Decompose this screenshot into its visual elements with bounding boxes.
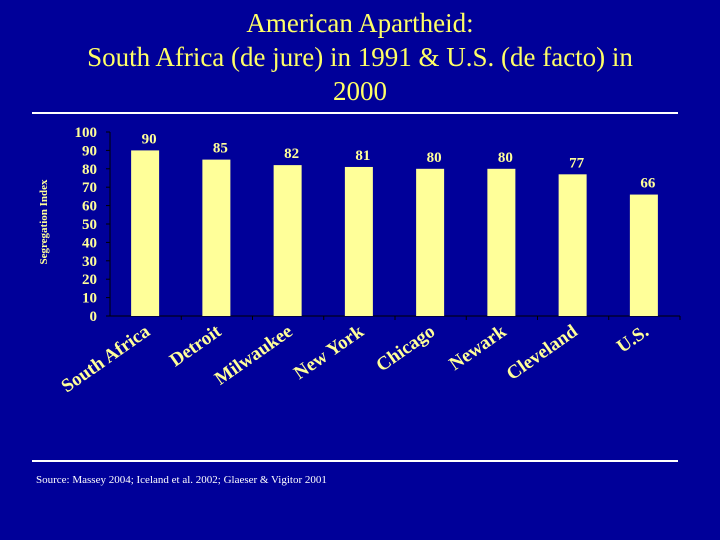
top-divider	[32, 112, 678, 114]
y-tick-label: 0	[90, 309, 98, 325]
data-label: 80	[427, 150, 442, 166]
category-label: Newark	[445, 321, 510, 375]
slide-title: American Apartheid: South Africa (de jur…	[0, 6, 720, 108]
y-tick-label: 10	[82, 291, 97, 307]
y-tick-label: 40	[82, 235, 97, 251]
data-label: 80	[498, 150, 513, 166]
data-label: 85	[213, 141, 228, 157]
bar-chart: Segregation Index 0 10 20 30 40 50 60 70 80 90 100…	[38, 125, 681, 398]
data-label: 82	[284, 146, 299, 162]
bar	[629, 194, 658, 316]
y-ticks: 0 10 20 30 40 50 60 70 80 90 100	[75, 125, 110, 325]
category-label: Milwaukee	[211, 321, 297, 390]
bar	[131, 150, 160, 316]
data-labels: 90 85 82 81 80 80 77 66	[142, 131, 656, 191]
bar	[558, 174, 587, 316]
y-tick-label: 50	[82, 217, 97, 233]
y-tick-label: 100	[75, 125, 98, 141]
axes	[109, 132, 681, 320]
data-label: 90	[142, 131, 157, 147]
category-label: Cleveland	[503, 321, 582, 385]
y-axis-label: Segregation Index	[38, 179, 50, 265]
y-tick-label: 90	[82, 143, 97, 159]
data-label: 77	[569, 155, 585, 171]
title-line-2: South Africa (de jure) in 1991 & U.S. (d…	[87, 42, 633, 72]
bars	[131, 150, 658, 316]
bottom-divider	[32, 460, 678, 462]
category-label: Detroit	[166, 321, 226, 372]
y-tick-label: 60	[82, 199, 97, 215]
bar	[344, 166, 373, 316]
category-label: U.S.	[613, 321, 653, 358]
category-label: Chicago	[372, 321, 439, 376]
category-label: South Africa	[58, 321, 155, 398]
y-tick-label: 70	[82, 180, 97, 196]
bar	[487, 168, 516, 316]
title-line-1: American Apartheid:	[246, 8, 474, 38]
bar	[202, 159, 231, 316]
bar	[416, 168, 445, 316]
bar	[273, 165, 302, 316]
y-tick-label: 30	[82, 254, 97, 270]
y-tick-label: 20	[82, 272, 97, 288]
source-note: Source: Massey 2004; Iceland et al. 2002…	[36, 474, 327, 486]
title-line-3: 2000	[333, 76, 387, 106]
data-label: 66	[640, 176, 656, 192]
category-label: New York	[290, 321, 368, 384]
data-label: 81	[355, 148, 370, 164]
y-tick-label: 80	[82, 162, 97, 178]
